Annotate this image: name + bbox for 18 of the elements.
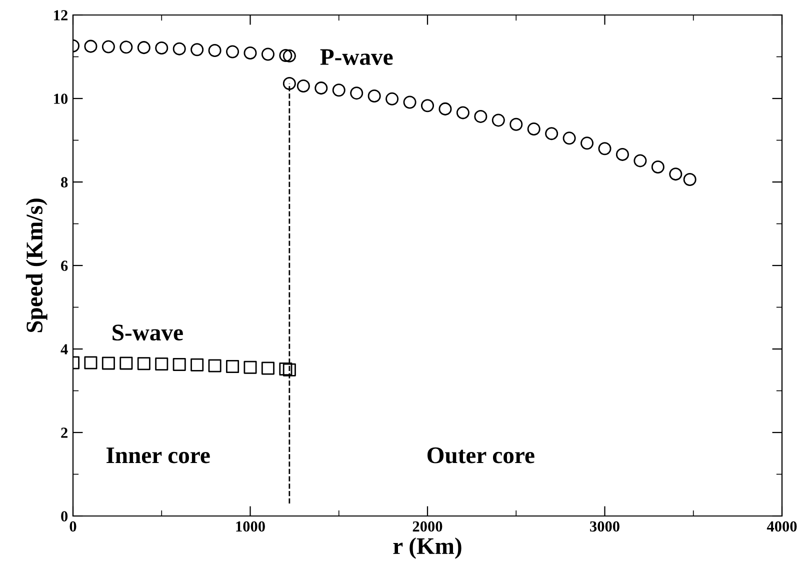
x-tick-label: 3000 — [590, 521, 620, 532]
annotation: Outer core — [428, 447, 534, 464]
annotation: P-wave — [320, 49, 393, 65]
annotation: Inner core — [106, 448, 210, 464]
x-tick-label: 1000 — [236, 521, 265, 532]
y-tick-label: 10 — [54, 94, 68, 104]
x-tick-label: 2000 — [412, 521, 442, 532]
y-axis-title: Speed (Km/s) — [26, 198, 48, 332]
x-tick-label: 0 — [70, 521, 76, 532]
x-axis-title: r (Km) — [393, 537, 462, 559]
y-tick-label: 0 — [61, 511, 68, 522]
x-tick-label: 4000 — [766, 521, 797, 532]
y-tick-label: 6 — [61, 260, 68, 271]
annotation: S-wave — [112, 324, 183, 341]
y-tick-label: 2 — [61, 428, 68, 438]
y-tick-label: 12 — [54, 10, 68, 20]
y-tick-label: 8 — [61, 177, 68, 188]
y-tick-label: 4 — [60, 344, 68, 354]
